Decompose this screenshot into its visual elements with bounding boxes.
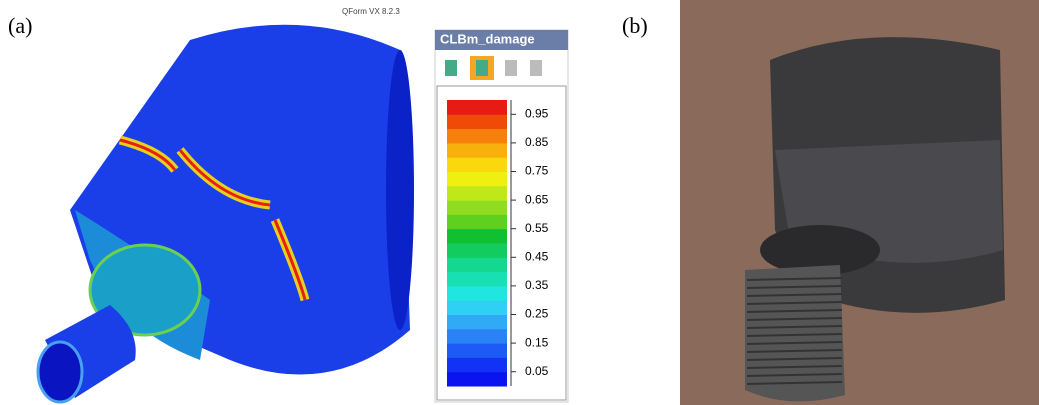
tick-label: 0.05 bbox=[525, 364, 549, 378]
tick-label: 0.75 bbox=[525, 164, 549, 178]
panel-label: (a) bbox=[8, 13, 32, 38]
thread bbox=[746, 309, 843, 313]
color-band bbox=[447, 357, 507, 373]
thread bbox=[746, 301, 843, 305]
thread bbox=[746, 277, 843, 281]
color-band bbox=[447, 157, 507, 172]
thread bbox=[746, 325, 843, 329]
tick-label: 0.35 bbox=[525, 278, 549, 292]
color-band bbox=[447, 142, 507, 158]
thread bbox=[746, 317, 843, 321]
color-band bbox=[447, 214, 507, 230]
software-label: QForm VX 8.2.3 bbox=[342, 7, 400, 16]
color-band bbox=[447, 128, 507, 144]
tick-label: 0.65 bbox=[525, 192, 549, 206]
tick-label: 0.15 bbox=[525, 335, 549, 349]
legend-toolbar[interactable] bbox=[445, 56, 542, 80]
color-band bbox=[447, 285, 507, 301]
thread bbox=[746, 365, 843, 369]
color-band bbox=[447, 343, 507, 358]
thread bbox=[746, 285, 843, 289]
color-band bbox=[447, 328, 507, 344]
color-band bbox=[447, 371, 507, 387]
tick-label: 0.95 bbox=[525, 106, 549, 120]
simulation-image bbox=[36, 24, 414, 404]
color-band bbox=[447, 300, 507, 315]
color-band bbox=[447, 200, 507, 215]
color-band bbox=[447, 257, 507, 273]
tick-label: 0.25 bbox=[525, 307, 549, 321]
color-band bbox=[447, 185, 507, 201]
legend-title: CLBm_damage bbox=[440, 31, 535, 46]
color-band bbox=[447, 228, 507, 244]
color-band bbox=[447, 314, 507, 330]
thread bbox=[746, 381, 843, 385]
color-band bbox=[447, 271, 507, 287]
color-band bbox=[447, 243, 507, 258]
photo-collar bbox=[760, 225, 880, 275]
thread bbox=[746, 349, 843, 353]
thread bbox=[746, 373, 843, 377]
tick-label: 0.45 bbox=[525, 249, 549, 263]
tick-label: 0.55 bbox=[525, 221, 549, 235]
thread bbox=[746, 333, 843, 337]
color-band bbox=[447, 114, 507, 130]
color-band bbox=[447, 171, 507, 187]
thread bbox=[746, 293, 843, 297]
color-band bbox=[447, 100, 507, 115]
thread bbox=[746, 357, 843, 361]
panel-label: (b) bbox=[622, 13, 648, 38]
legend-header bbox=[435, 30, 568, 50]
thread bbox=[746, 341, 843, 345]
tick-label: 0.85 bbox=[525, 135, 549, 149]
